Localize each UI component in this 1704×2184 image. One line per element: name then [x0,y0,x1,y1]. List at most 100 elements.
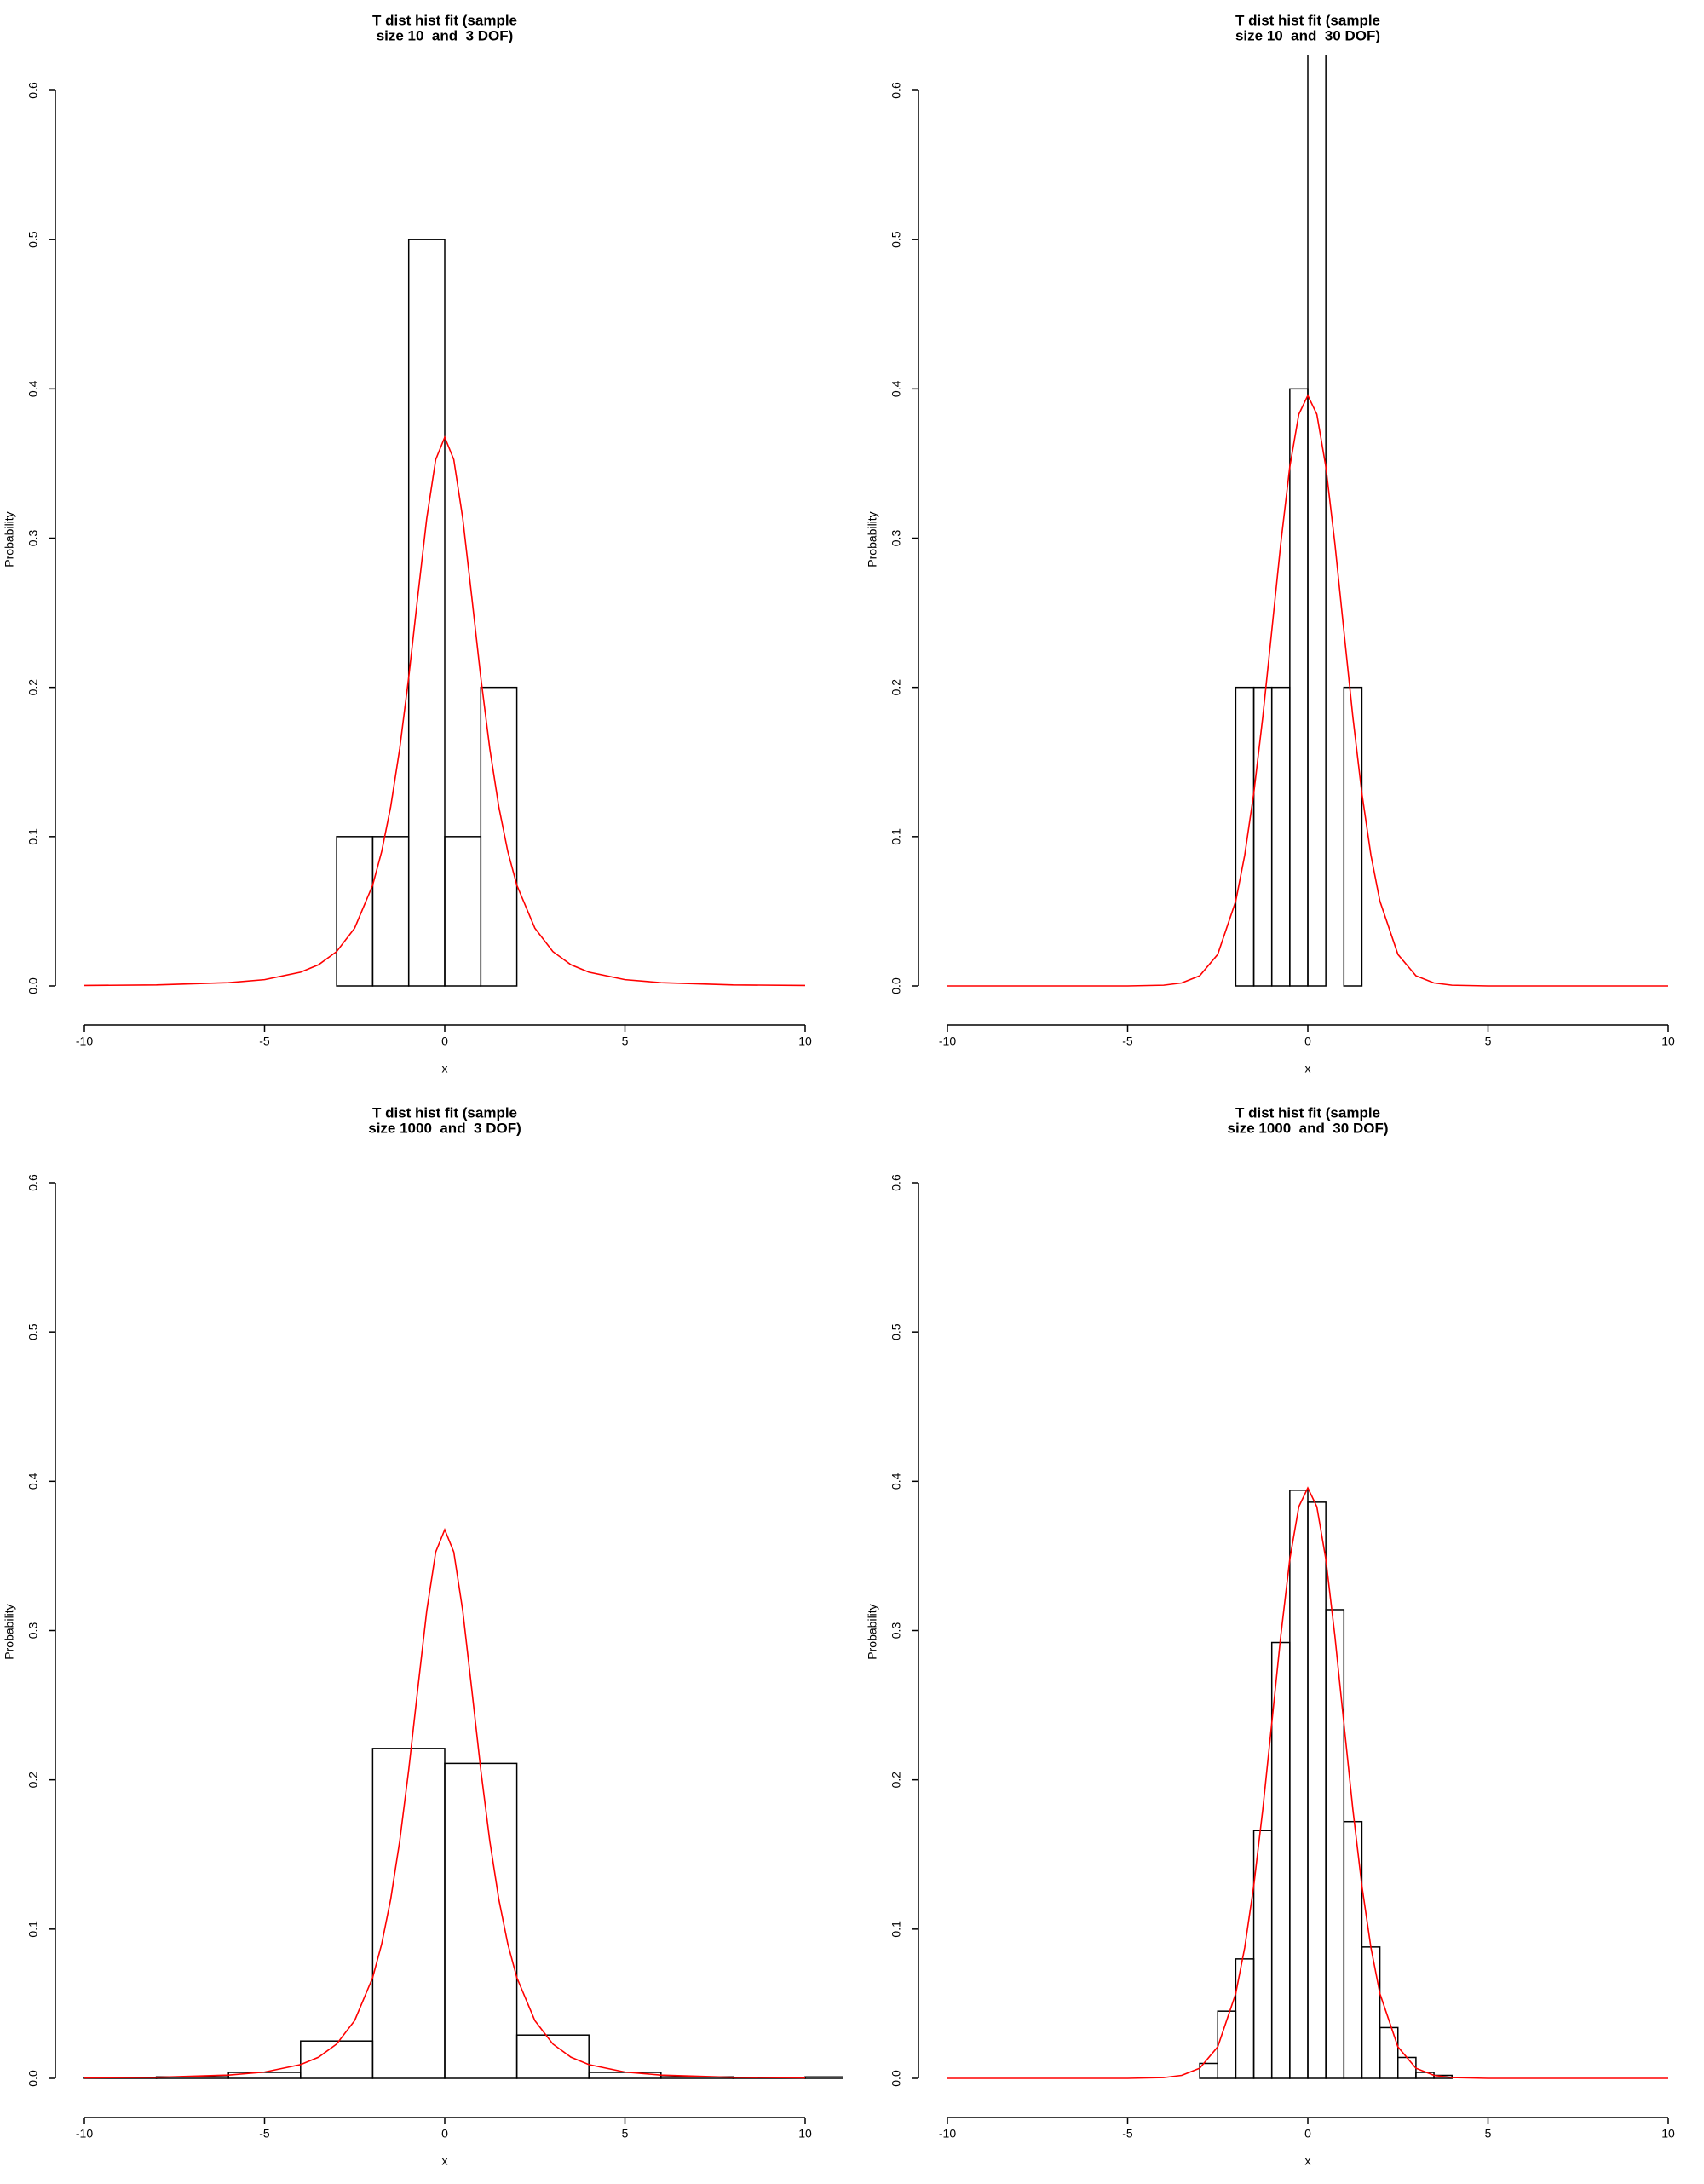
y-tick-label: 0.6 [889,82,903,99]
y-tick-label: 0.4 [26,1472,40,1490]
bar [371,1748,446,2079]
chart-title: T dist hist fit (sample [372,12,517,28]
y-tick-label: 0.6 [26,82,40,99]
y-tick-label: 0.3 [26,1622,40,1639]
y-axis-label: Probability [3,1604,16,1659]
x-tick-label: 5 [622,1034,629,1048]
bar [1307,55,1327,987]
bar [444,1762,518,2079]
bar [1270,686,1291,987]
y-tick-label: 0.5 [889,1323,903,1340]
bar [1397,2056,1417,2079]
plot-area [83,1527,843,2079]
x-tick-label: -5 [1122,1034,1133,1048]
y-axis-label: Probability [866,511,879,567]
chart-title: size 1000 and 3 DOF) [368,1120,521,1136]
x-tick-label: -5 [259,1034,270,1048]
bar [1343,686,1363,987]
y-tick-label: 0.2 [26,1772,40,1789]
y-tick-label: 0.1 [889,828,903,845]
y-tick-label: 0.5 [26,231,40,248]
plot-area [83,239,806,987]
density-curve [83,1527,806,2079]
y-tick-label: 0.6 [889,1174,903,1191]
bar [1235,686,1255,987]
bar [336,836,374,987]
bar [1325,1609,1345,2079]
x-axis-label: x [1305,1062,1311,1075]
x-tick-label: 5 [1485,1034,1492,1048]
x-axis-label: x [442,1062,448,1075]
density-curve [83,435,806,987]
bar [804,2076,843,2079]
y-tick-label: 0.3 [889,530,903,547]
x-axis-label: x [442,2154,448,2168]
y-tick-label: 0.4 [889,380,903,397]
y-tick-label: 0.2 [26,679,40,696]
y-tick-label: 0.3 [26,530,40,547]
bar [371,836,410,987]
x-axis-label: x [1305,2154,1311,2168]
x-tick-label: -10 [939,1034,956,1048]
x-tick-label: 5 [622,2127,629,2141]
x-tick-label: 10 [798,2127,812,2141]
y-tick-label: 0.2 [889,679,903,696]
y-tick-label: 0.0 [889,2070,903,2087]
bar [1289,388,1309,987]
y-tick-label: 0.4 [889,1472,903,1490]
y-tick-label: 0.5 [889,231,903,248]
x-tick-label: 10 [1661,2127,1675,2141]
density-curve [947,394,1668,987]
bar [407,239,446,987]
y-tick-label: 0.1 [889,1921,903,1938]
y-axis-label: Probability [3,511,16,567]
x-tick-label: -5 [1122,2127,1133,2141]
chart-title: T dist hist fit (sample [1235,12,1380,28]
x-tick-label: 0 [1304,1034,1311,1048]
chart-title: size 10 and 3 DOF) [377,27,514,43]
bar [1289,1490,1309,2079]
y-tick-label: 0.1 [26,1921,40,1938]
bar [227,2072,302,2079]
x-tick-label: 0 [441,2127,448,2141]
y-tick-label: 0.3 [889,1622,903,1639]
y-tick-label: 0.5 [26,1323,40,1340]
chart-title: T dist hist fit (sample [372,1104,517,1121]
y-tick-label: 0.1 [26,828,40,845]
y-tick-label: 0.0 [26,2070,40,2087]
bar [515,2034,590,2079]
x-tick-label: 5 [1485,2127,1492,2141]
bar [1270,1641,1291,2079]
y-tick-label: 0.6 [26,1174,40,1191]
y-tick-label: 0.0 [26,977,40,994]
x-tick-label: -10 [76,2127,93,2141]
bar [1433,2074,1453,2079]
density-curve [947,1486,1668,2079]
bar [588,2072,662,2079]
x-tick-label: 0 [441,1034,448,1048]
chart-title: size 1000 and 30 DOF) [1228,1120,1389,1136]
x-tick-label: -10 [76,1034,93,1048]
y-tick-label: 0.4 [26,380,40,397]
chart-title: T dist hist fit (sample [1235,1104,1380,1121]
x-tick-label: 0 [1304,2127,1311,2141]
x-tick-label: 10 [1661,1034,1675,1048]
bar [1307,1501,1327,2079]
plot-area [947,55,1668,987]
y-axis-label: Probability [866,1604,879,1659]
bar [1252,686,1273,987]
bar [1415,2072,1435,2079]
bar [480,686,518,987]
bar [1361,1946,1381,2079]
x-tick-label: -10 [939,2127,956,2141]
bar [444,836,482,987]
x-tick-label: -5 [259,2127,270,2141]
bar [1379,2026,1399,2079]
y-tick-label: 0.2 [889,1772,903,1789]
chart-title: size 10 and 30 DOF) [1235,27,1380,43]
